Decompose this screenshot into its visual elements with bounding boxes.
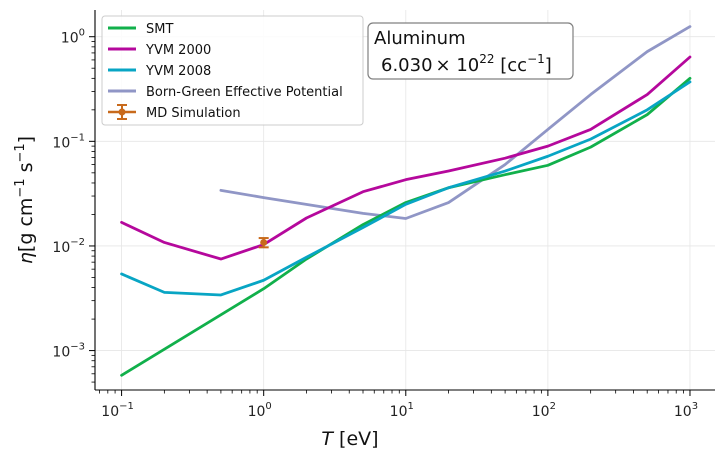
legend-swatch-md-marker [118,108,126,116]
y-axis-label: η[g cm−1 s−1] [13,136,37,264]
annotation-unit-exp: −1 [527,52,545,66]
legend-entry-md-simulation: MD Simulation [108,104,241,121]
x-tick-label: 101 [390,401,414,420]
annotation-density-exp: 22 [479,52,494,66]
y-tick-exp: −2 [70,237,85,248]
x-tick-exp: 0 [265,401,271,412]
y-tick-base: 10 [52,240,70,256]
y-tick-label: 10−1 [52,132,85,151]
y-axis-exp2: −1 [13,143,28,162]
legend-label-yvm-2000: YVM 2000 [145,43,211,58]
legend-label-smt: SMT [146,22,173,37]
md-data-point [260,238,268,246]
x-tick-label: 102 [532,401,556,420]
x-axis-label: T [eV] [321,428,378,450]
x-axis-unit: [eV] [333,428,379,450]
x-tick-label: 10−1 [101,401,134,420]
annotation-frame [367,22,574,80]
x-tick-exp: 2 [550,401,556,412]
annotation-unit-open: [cc [495,55,528,76]
y-tick-base: 10 [52,345,70,361]
series-lines [120,25,692,377]
y-axis-unit-close: ] [15,136,37,143]
series-line-yvm-2000 [120,55,692,261]
annotation-material: Aluminum [374,28,466,49]
y-tick-exp: −1 [70,132,85,143]
legend-label-born-green: Born-Green Effective Potential [146,85,343,100]
y-tick-exp: −3 [70,342,85,353]
x-axis-symbol: T [321,428,334,450]
material-annotation: Aluminum 6.030 × 1022 [cc−1] [367,22,574,80]
y-tick-label: 100 [61,28,85,47]
y-tick-base: 10 [52,135,70,151]
x-tick-exp: 3 [692,401,698,412]
legend-entry-yvm-2000: YVM 2000 [108,43,211,58]
x-tick-label: 103 [674,401,698,420]
y-axis-unit-part2: s [15,162,37,178]
legend-entry-smt: SMT [108,22,173,37]
legend-label-md-simulation: MD Simulation [146,106,241,121]
legend: SMT YVM 2000 YVM 2008 Born-Green Effecti… [101,15,364,126]
legend-frame [101,15,364,126]
legend-entry-born-green: Born-Green Effective Potential [108,85,343,100]
x-tick-base: 10 [101,404,119,420]
y-tick-base: 10 [61,31,79,47]
x-tick-label: 100 [248,401,272,420]
x-tick-exp: 1 [408,401,414,412]
x-tick-exp: −1 [119,401,134,412]
md-simulation-points [258,237,269,249]
x-tick-base: 10 [532,404,550,420]
series-line-yvm-2008 [120,80,692,297]
y-axis-exp1: −1 [13,178,28,197]
y-axis-symbol: η [15,252,37,264]
y-tick-label: 10−3 [52,342,85,361]
annotation-density: 6.030 × 1022 [cc−1] [381,52,552,76]
y-tick-label: 10−2 [52,237,85,256]
y-axis-unit-part1: [g cm [15,198,37,252]
y-tick-exp: 0 [79,28,85,39]
annotation-density-value: 6.030 [381,55,433,76]
legend-entry-yvm-2008: YVM 2008 [108,64,211,79]
x-tick-base: 10 [248,404,266,420]
x-tick-base: 10 [390,404,408,420]
annotation-unit-close: ] [545,55,552,76]
annotation-density-times: × 10 [436,55,480,76]
legend-label-yvm-2008: YVM 2008 [145,64,211,79]
series-line-born-green-effective-potential [219,25,692,220]
x-tick-base: 10 [674,404,692,420]
